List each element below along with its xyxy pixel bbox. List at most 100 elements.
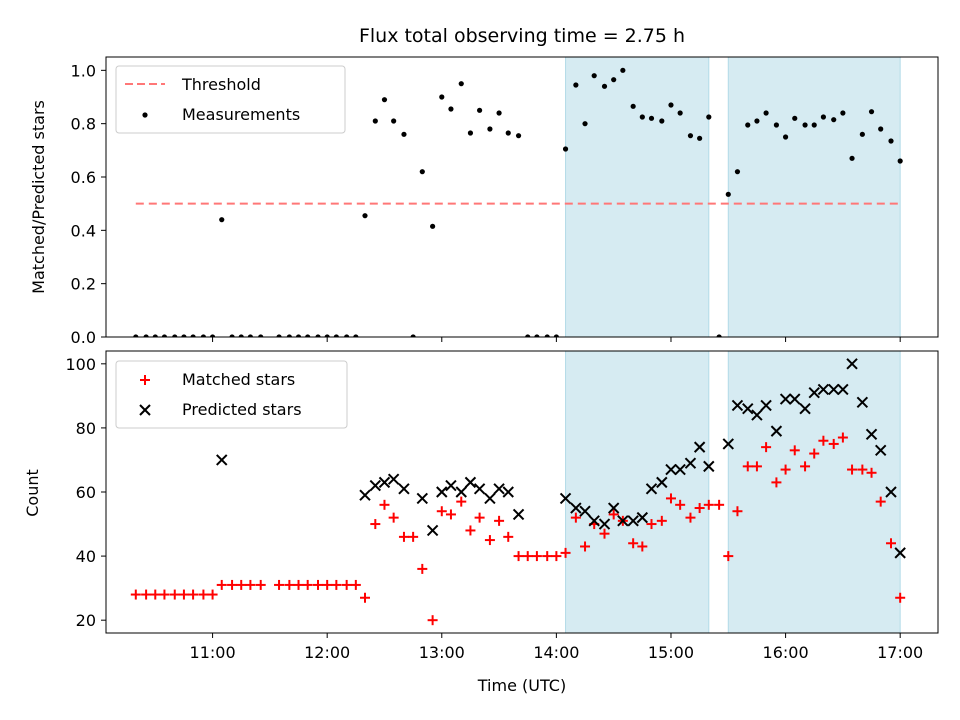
predicted-star-point (359, 489, 371, 501)
matched-star-point (857, 464, 868, 475)
bottom-shaded-intervals (565, 351, 901, 633)
predicted-marker-b (760, 399, 772, 412)
measurement-point (143, 334, 149, 337)
shaded-interval-0 (565, 57, 710, 337)
y-tick-label: 20 (76, 611, 96, 630)
predicted-marker-b (416, 492, 429, 505)
matched-star-point (895, 592, 906, 603)
matched-star-point (341, 579, 352, 590)
predicted-star-point (559, 492, 572, 505)
matched-legend-swatch (140, 375, 150, 385)
predicted-star-point (817, 383, 830, 396)
predicted-marker-b (865, 428, 878, 441)
predicted-marker-b (731, 399, 744, 412)
measurement-point (562, 146, 569, 152)
predicted-star-point (789, 393, 801, 405)
predicted-star-point (570, 502, 582, 514)
predicted-marker-b (598, 518, 611, 530)
measurement-point (324, 334, 330, 337)
measurement-point (258, 334, 264, 337)
matched-star-point (608, 509, 619, 520)
predicted-star-point (770, 425, 783, 437)
measurement-point (276, 334, 282, 337)
predicted-star-point (627, 515, 639, 527)
matched-star-point (350, 579, 361, 590)
predicted-marker-b (484, 492, 496, 505)
measurement-point (659, 118, 665, 124)
predicted-marker-b (387, 473, 400, 485)
measurement-point (716, 334, 722, 337)
matched-star-point (274, 579, 285, 590)
top-legend-box (115, 65, 346, 134)
measurements-legend-swatch (142, 112, 148, 118)
predicted-star-point (874, 444, 887, 457)
matched-star-point (503, 531, 514, 542)
matched-star-point (875, 496, 886, 507)
predicted-marker-b (789, 393, 801, 405)
matched-star-point (771, 477, 782, 488)
measurement-point (534, 334, 540, 337)
matched-star-point (370, 519, 381, 530)
measurement-point (286, 334, 292, 337)
predicted-marker-b (779, 393, 792, 405)
matched-star-point (580, 541, 591, 552)
matched-star-point (751, 461, 762, 472)
matched-star-point (513, 551, 524, 562)
matched-star-point (198, 589, 209, 600)
predicted-star-point (779, 393, 792, 405)
predicted-marker-b (502, 486, 514, 498)
matched-star-point (236, 579, 247, 590)
top-y-axis-label: Matched/Predicted stars (29, 100, 48, 294)
matched-star-point (141, 589, 152, 600)
predicted-marker-b (684, 457, 697, 469)
shaded-interval-1 (727, 351, 901, 633)
x-tick-label: 12:00 (304, 643, 350, 662)
predicted-star-point (703, 460, 715, 473)
matched-star-point (685, 512, 696, 523)
matched-star-point (809, 448, 820, 459)
predicted-star-point (674, 463, 686, 476)
predicted-star-point (885, 486, 897, 498)
predicted-marker-b (436, 486, 448, 498)
measurement-point (878, 126, 884, 132)
predicted-star-point (828, 383, 840, 396)
matched-star-point (379, 499, 390, 510)
matched-star-point (714, 499, 725, 510)
predicted-star-point (665, 463, 677, 476)
matched-star-point (398, 531, 409, 542)
predicted-marker-b (216, 454, 228, 466)
matched-star-point (484, 535, 495, 546)
predicted-star-point (426, 524, 439, 537)
matched-star-point (675, 499, 686, 510)
matched-star-point (207, 589, 218, 600)
predicted-star-point (588, 515, 600, 527)
matched-star-point (646, 519, 657, 530)
measurement-point (763, 110, 769, 116)
matched-star-point (560, 547, 571, 558)
y-tick-label: 0.2 (71, 275, 96, 294)
measurement-point (458, 81, 464, 87)
predicted-star-point (445, 479, 457, 492)
measurement-point (573, 82, 579, 88)
matched-star-point (159, 589, 170, 600)
measurement-point (639, 114, 645, 120)
predicted-star-point (684, 457, 697, 469)
predicted-star-point (502, 486, 514, 498)
matched-star-point (723, 551, 734, 562)
predicted-marker-b (828, 383, 840, 396)
measurement-point (238, 334, 244, 337)
matched-star-point (216, 579, 227, 590)
measurement-point (476, 107, 483, 113)
measurement-point (687, 133, 694, 139)
matched-star-point (637, 541, 648, 552)
predicted-star-point (493, 483, 505, 495)
measurement-point (782, 134, 789, 140)
measurement-point (333, 334, 339, 337)
matched-star-point (628, 538, 639, 549)
measurement-point (677, 110, 683, 116)
matched-star-point (761, 442, 772, 453)
x-tick-label: 11:00 (190, 643, 236, 662)
measurement-point (811, 122, 817, 128)
measurement-point (295, 334, 302, 337)
predicted-star-point (856, 396, 869, 408)
